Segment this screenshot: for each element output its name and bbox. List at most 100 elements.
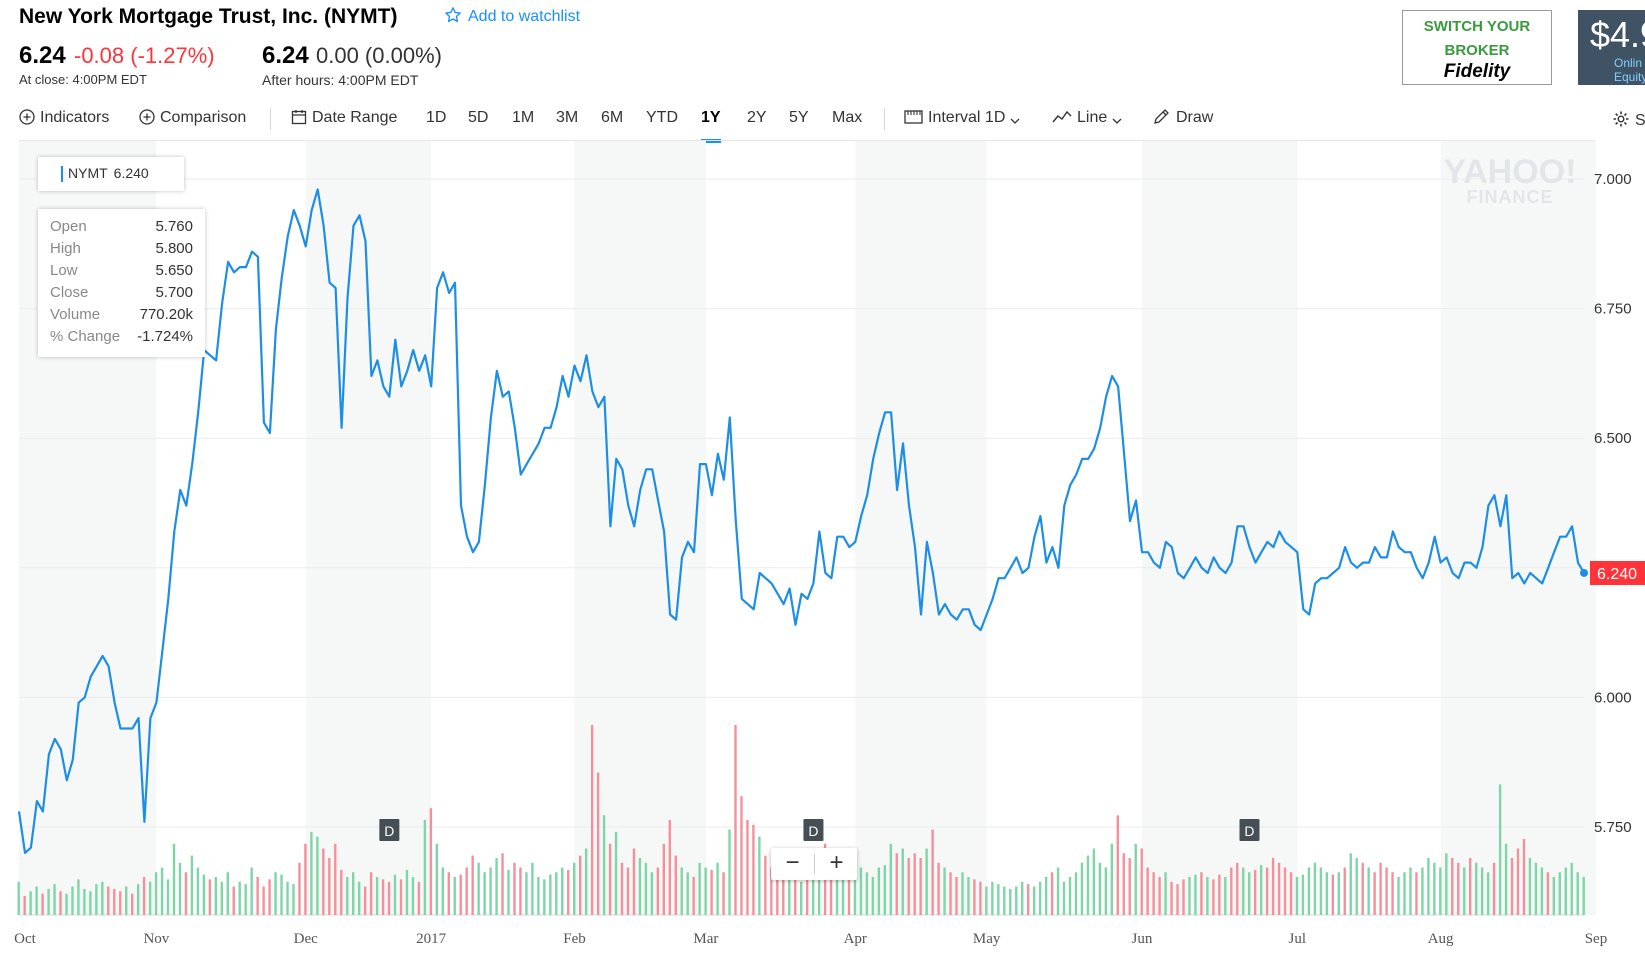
volume-bar	[1355, 858, 1358, 915]
volume-bar	[429, 808, 433, 915]
range-5d[interactable]: 5D	[468, 109, 489, 126]
settings-button[interactable]: S	[1612, 110, 1645, 130]
volume-bar	[29, 891, 32, 915]
volume-bar	[650, 872, 654, 915]
promo-price: $4.9	[1590, 14, 1645, 55]
ad-line-1: SWITCH YOUR	[1423, 18, 1531, 35]
volume-bar	[776, 872, 779, 915]
volume-bar	[71, 886, 74, 915]
zoom-in-button[interactable]: +	[829, 849, 844, 876]
volume-bar	[483, 872, 486, 915]
volume-bar	[411, 877, 415, 915]
volume-bar	[1068, 877, 1072, 915]
volume-bar	[847, 855, 851, 915]
dividend-marker[interactable]: D	[803, 819, 824, 841]
volume-bar	[1546, 872, 1550, 915]
volume-bar	[764, 855, 767, 915]
volume-bar	[1439, 867, 1442, 915]
volume-bar	[525, 872, 528, 915]
volume-bar	[322, 848, 325, 915]
range-1d[interactable]: 1D	[426, 109, 447, 126]
draw-button[interactable]: Draw	[1153, 109, 1213, 127]
volume-bar	[1576, 872, 1579, 915]
volume-bar	[1504, 843, 1508, 915]
volume-bar	[614, 831, 618, 915]
x-tick-label: Feb	[563, 931, 586, 947]
promo-ad[interactable]: $4.9 Onlin Equity Tr	[1578, 10, 1645, 85]
volume-bar	[1325, 872, 1329, 915]
volume-bar	[782, 877, 785, 915]
volume-bar	[101, 881, 104, 915]
volume-bar	[1498, 784, 1502, 915]
volume-bar	[1319, 867, 1323, 915]
volume-bar	[573, 862, 576, 915]
range-max[interactable]: Max	[832, 109, 863, 126]
volume-bar	[1134, 843, 1137, 915]
volume-bar	[369, 872, 373, 915]
zoom-out-button[interactable]: −	[785, 849, 800, 876]
volume-bar	[178, 862, 182, 915]
volume-bar	[1236, 862, 1239, 915]
range-3m[interactable]: 3M	[556, 109, 579, 126]
volume-bar	[59, 891, 62, 915]
chart-type-dropdown[interactable]: Line	[1052, 109, 1127, 127]
date-range-button[interactable]: Date Range	[291, 109, 397, 127]
range-ytd[interactable]: YTD	[646, 109, 678, 126]
volume-bar	[949, 872, 952, 915]
volume-bar	[728, 829, 731, 915]
range-6m[interactable]: 6M	[601, 109, 624, 126]
volume-bar	[1032, 886, 1036, 915]
promo-line-1: Onlin	[1614, 56, 1643, 70]
volume-bar	[698, 862, 701, 915]
volume-bar	[262, 886, 265, 915]
volume-bar	[865, 872, 869, 915]
series-legend[interactable]: NYMT 6.240	[38, 157, 184, 191]
volume-bar	[1003, 886, 1006, 915]
x-tick-label: Nov	[143, 931, 169, 947]
volume-bar	[1349, 853, 1352, 915]
volume-bar	[1463, 867, 1466, 915]
volume-bar	[985, 886, 988, 915]
volume-bar	[1552, 877, 1556, 915]
volume-bar	[1528, 858, 1532, 915]
volume-bar	[1050, 872, 1054, 915]
volume-bar	[1092, 848, 1096, 915]
volume-bar	[788, 879, 791, 915]
volume-bar	[638, 858, 642, 915]
y-tick-label: 6.750	[1594, 301, 1632, 318]
dividend-marker[interactable]: D	[1239, 819, 1260, 841]
volume-bar	[166, 879, 170, 915]
volume-bar	[979, 881, 982, 915]
volume-bar	[686, 872, 689, 915]
range-5y[interactable]: 5Y	[789, 109, 809, 126]
ohlc-tooltip: Open 5.760 High 5.800 Low 5.650 Close 5.700 …	[38, 209, 205, 357]
volume-bar	[829, 867, 833, 915]
range-1m[interactable]: 1M	[512, 109, 535, 126]
calendar-icon	[291, 110, 307, 125]
volume-bar	[794, 867, 797, 915]
volume-bar	[584, 848, 588, 915]
volume-bar	[513, 862, 516, 915]
dividend-marker[interactable]: D	[379, 819, 400, 841]
volume-bar	[334, 843, 337, 915]
watermark-line-2: FINANCE	[1467, 187, 1554, 207]
x-tick-label: May	[973, 931, 1001, 947]
fidelity-ad[interactable]: SWITCH YOUR BROKER Fidelity	[1402, 10, 1552, 85]
volume-bar	[596, 772, 600, 915]
interval-dropdown[interactable]: Interval 1D	[904, 109, 1025, 127]
indicators-button[interactable]: Indicators	[19, 109, 109, 127]
volume-bar	[758, 836, 761, 915]
range-2y[interactable]: 2Y	[747, 109, 767, 126]
volume-bar	[1379, 862, 1382, 915]
comparison-button[interactable]: Comparison	[139, 109, 246, 127]
range-1y[interactable]: 1Y	[701, 109, 721, 143]
volume-bar	[692, 877, 695, 915]
y-tick-label: 7.000	[1594, 171, 1632, 188]
volume-bar	[256, 877, 259, 915]
toolbar-divider	[884, 108, 885, 130]
add-to-watchlist-link[interactable]: Add to watchlist	[444, 6, 580, 26]
indicators-label: Indicators	[40, 109, 110, 126]
volume-bar	[113, 888, 116, 915]
price-chart[interactable]: YAHOO! FINANCE 7.0006.7506.5006.2506.000…	[0, 141, 1645, 953]
volume-bar	[967, 877, 970, 915]
